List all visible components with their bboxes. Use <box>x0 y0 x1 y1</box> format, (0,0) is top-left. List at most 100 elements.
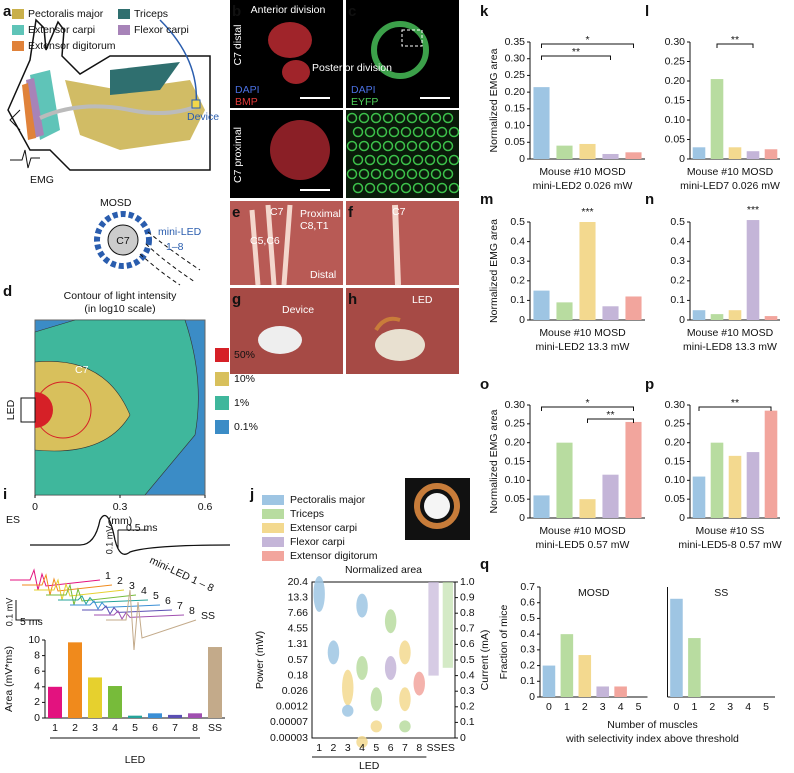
y-category-label: 0.57 <box>288 654 309 666</box>
tick-label: 0.6 <box>520 596 535 608</box>
legend-label: Extensor digitorum <box>290 550 378 562</box>
micrographs <box>230 0 460 374</box>
y-category-label: 0.00003 <box>270 732 308 744</box>
tick-label: 0.7 <box>460 623 475 635</box>
cell <box>442 112 454 124</box>
tick-label: 0.20 <box>505 436 526 448</box>
scale-label: 0.5 ms <box>126 522 158 534</box>
cell <box>358 168 370 180</box>
cell <box>358 140 370 152</box>
cell <box>376 154 388 166</box>
bar <box>692 310 706 320</box>
bar <box>88 677 102 718</box>
tick-label: 0.3 <box>520 644 535 656</box>
significance-label: ** <box>606 409 614 421</box>
es-column <box>442 582 453 668</box>
panel-letter: q <box>480 556 489 573</box>
x-tick-label: 3 <box>727 701 733 713</box>
cell <box>448 126 460 138</box>
bar <box>692 147 706 159</box>
bar <box>556 302 573 320</box>
eyfp-ring <box>371 21 429 79</box>
arm-tip <box>9 109 21 131</box>
trace-label: 4 <box>141 585 147 597</box>
legend-swatch <box>262 551 284 561</box>
tick-label: 0 <box>32 501 38 513</box>
response-area <box>399 640 411 665</box>
tick-label: 10 <box>28 634 40 646</box>
bar <box>602 474 619 518</box>
x-axis-label: Mouse #10 SS <box>696 525 765 537</box>
legend-label: Extensor carpi <box>28 24 95 36</box>
nerve-f <box>392 204 401 286</box>
y-category-label: 13.3 <box>288 591 309 603</box>
tick-label: 0.6 <box>460 638 475 650</box>
tick-label: 0.4 <box>510 235 525 247</box>
cell-pattern <box>346 112 460 194</box>
cell <box>370 112 382 124</box>
x-category-label: 5 <box>373 742 379 754</box>
group-label: MOSD <box>578 587 610 599</box>
legend-swatch <box>118 25 130 35</box>
cell <box>400 126 412 138</box>
bar <box>764 149 778 159</box>
tick-label: 0.4 <box>670 235 685 247</box>
device-label: Device <box>187 111 219 123</box>
significance-bracket <box>541 406 634 411</box>
cell <box>394 140 406 152</box>
pectoralis-shape <box>65 80 205 150</box>
bar <box>556 442 573 518</box>
bar <box>68 642 82 718</box>
tick-label: 0 <box>460 732 466 744</box>
tick-label: 0.25 <box>505 418 526 430</box>
cell <box>406 168 418 180</box>
photo-label: C7 <box>392 206 406 218</box>
cell <box>364 126 376 138</box>
cell <box>418 168 430 180</box>
tick-label: 0.15 <box>505 455 526 467</box>
anterior-bundle <box>268 22 312 58</box>
panel-letter: m <box>480 191 493 208</box>
y-category-label: 20.4 <box>288 576 309 588</box>
tick-label: 0.25 <box>665 55 686 67</box>
significance-bracket <box>541 55 611 60</box>
significance-label: ** <box>731 34 739 46</box>
bar <box>670 598 683 697</box>
contour-region <box>34 360 131 452</box>
legend-label: 0.1% <box>234 421 258 433</box>
significance-bracket <box>716 43 754 48</box>
x-axis-label: with selectivity index above threshold <box>565 733 739 745</box>
bar <box>692 476 706 518</box>
response-area <box>356 593 368 618</box>
bar <box>746 452 760 518</box>
tick-label: 0.3 <box>460 685 475 697</box>
nerves-e <box>249 204 293 286</box>
flexor-carpi-shape <box>26 78 44 138</box>
x-category-label: ES <box>441 742 455 754</box>
trace-label: 6 <box>165 595 171 607</box>
trace <box>94 610 185 621</box>
significance-bracket <box>587 418 634 423</box>
response-area <box>342 669 354 706</box>
image-f <box>346 201 459 285</box>
group-label: SS <box>714 587 728 599</box>
tick-label: 0 <box>679 512 685 524</box>
tick-label: 0.8 <box>460 607 475 619</box>
tick-label: 0.10 <box>665 474 686 486</box>
photo-label: Distal <box>310 269 336 281</box>
x-tick-label: 6 <box>152 722 158 734</box>
cell <box>448 154 460 166</box>
cell <box>436 182 448 194</box>
y-axis-label: Area (mV*ms) <box>3 646 15 712</box>
device-core <box>424 493 450 519</box>
cell <box>448 182 460 194</box>
x-tick-label: 7 <box>172 722 178 734</box>
x-axis-label: Number of muscles <box>607 719 697 731</box>
ecap-trace <box>30 514 231 555</box>
triceps-shape <box>110 62 180 95</box>
bar <box>764 410 778 518</box>
legend-swatch <box>215 396 229 410</box>
tick-label: 0.20 <box>665 75 686 87</box>
tick-label: 0.25 <box>505 69 526 81</box>
bar <box>746 151 760 159</box>
